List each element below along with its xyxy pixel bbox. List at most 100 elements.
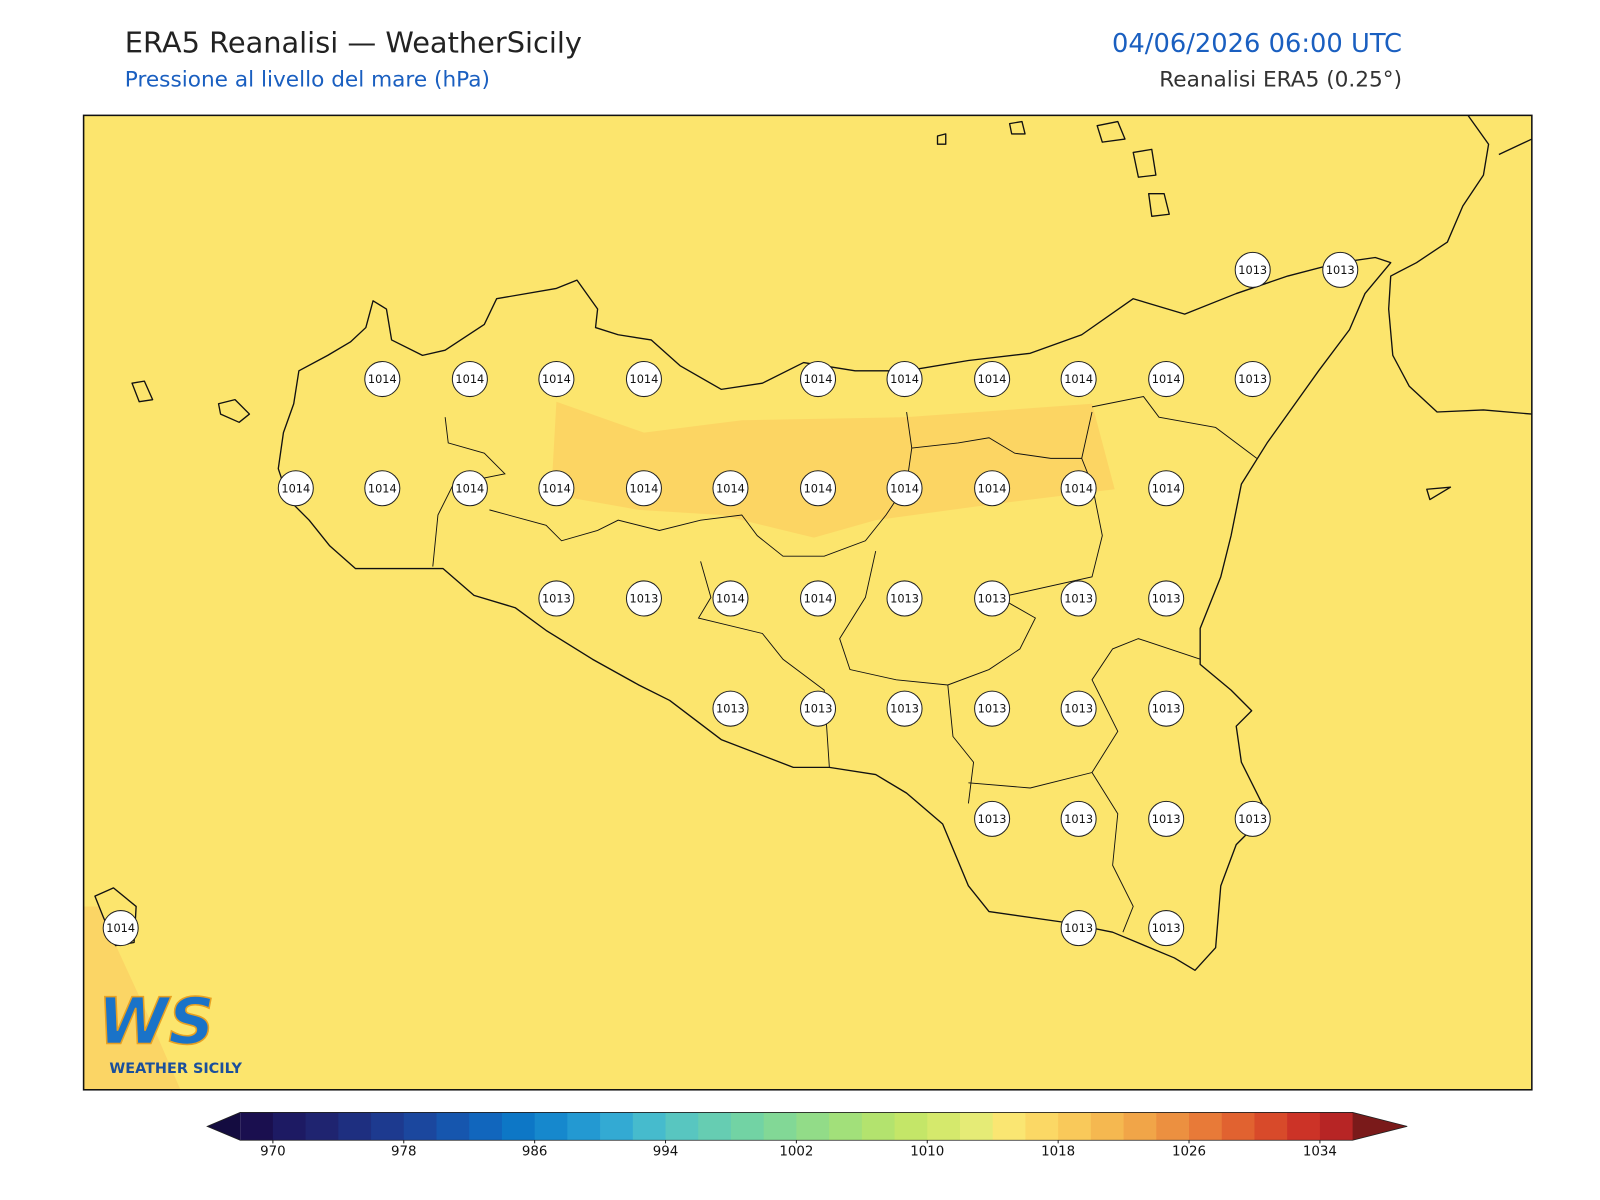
colorbar-swatch [1221, 1112, 1255, 1141]
pressure-label: 1013 [1064, 702, 1093, 716]
station-marker [974, 690, 1011, 727]
station-marker [1234, 800, 1271, 837]
subtitle: Pressione al livello del mare (hPa) [125, 67, 490, 92]
colorbar-swatch [371, 1112, 405, 1141]
province-border [1091, 772, 1134, 933]
pressure-label: 1013 [1238, 263, 1267, 277]
colorbar-swatch [1254, 1112, 1288, 1141]
pressure-label: 1014 [542, 481, 571, 495]
station-marker [538, 580, 575, 617]
station-marker [799, 690, 837, 727]
colorbar-swatch [861, 1112, 896, 1141]
colorbar-swatch [436, 1112, 470, 1141]
station-marker [1234, 251, 1271, 288]
pressure-label: 1013 [1152, 921, 1181, 935]
colorbar-swatch [469, 1112, 503, 1141]
pressure-label: 1013 [1152, 812, 1181, 826]
pressure-labels: 1013 1013 1014 1014 1014 1014 1014 1014 1014 1014… [102, 251, 1359, 947]
station-marker [538, 470, 575, 507]
colorbar-tick-label: 986 [522, 1145, 548, 1160]
station-marker [625, 361, 662, 398]
pressure-label: 1014 [804, 481, 833, 495]
colorbar-swatch [1090, 1112, 1125, 1141]
province-border [839, 411, 1103, 686]
pressure-label: 1013 [1326, 263, 1355, 277]
pressure-label: 1013 [1064, 921, 1093, 935]
station-marker [712, 580, 749, 617]
colorbar-extend-high [1352, 1112, 1408, 1141]
colorbar-swatch [600, 1112, 634, 1141]
station-marker [451, 361, 488, 398]
pressure-label: 1013 [978, 702, 1007, 716]
pressure-label: 1014 [106, 921, 135, 935]
colorbar-swatch [1189, 1112, 1223, 1141]
colorbar-tick-label: 970 [260, 1145, 286, 1160]
station-marker [1060, 910, 1097, 947]
colorbar-tick-label: 994 [653, 1145, 679, 1160]
pressure-label: 1014 [1152, 481, 1181, 495]
station-marker [364, 470, 401, 507]
pressure-label: 1013 [1064, 591, 1093, 605]
colorbar-swatch [829, 1112, 863, 1141]
colorbar-swatch [1156, 1112, 1190, 1141]
pressure-label: 1014 [978, 372, 1007, 386]
station-marker [974, 470, 1011, 507]
colorbar-swatch [698, 1112, 732, 1141]
pressure-label: 1013 [1064, 812, 1093, 826]
station-marker [625, 470, 662, 507]
colorbar-swatch [927, 1112, 961, 1141]
station-marker [538, 361, 575, 398]
station-marker [1148, 580, 1185, 617]
station-marker [974, 580, 1011, 617]
island [131, 380, 154, 403]
pressure-label: 1014 [368, 372, 397, 386]
station-marker [1148, 800, 1185, 837]
colorbar-swatch [240, 1112, 274, 1141]
colorbar-swatch [959, 1112, 994, 1141]
sicily-coast [277, 256, 1392, 971]
calabria-coast [1498, 138, 1533, 156]
pressure-label: 1013 [1152, 702, 1181, 716]
station-marker [1148, 361, 1185, 398]
station-marker [886, 361, 923, 398]
logo-text: WEATHER SICILY [109, 1061, 242, 1077]
island [1426, 486, 1452, 501]
station-marker [1060, 470, 1097, 507]
pressure-band [83, 906, 181, 1090]
station-marker [1234, 361, 1271, 398]
colorbar-extend-low [207, 1112, 241, 1141]
island [936, 133, 947, 145]
island [1008, 120, 1026, 135]
province-borders [432, 396, 1258, 933]
pressure-label: 1013 [978, 591, 1007, 605]
pressure-label: 1014 [368, 481, 397, 495]
pressure-label: 1014 [630, 372, 659, 386]
station-marker [799, 361, 837, 398]
pressure-label: 1014 [716, 591, 745, 605]
station-marker [886, 580, 923, 617]
station-marker [886, 470, 923, 507]
station-marker [1060, 690, 1097, 727]
colorbar-swatch [763, 1112, 797, 1141]
station-marker [974, 800, 1011, 837]
colorbar-swatch [1287, 1112, 1321, 1141]
station-marker [1148, 910, 1185, 947]
colorbar-swatch [894, 1112, 928, 1141]
logo: WS WEATHER SICILY [97, 985, 242, 1077]
station-marker [102, 910, 139, 947]
colorbar-swatch [632, 1112, 667, 1141]
colorbar-swatch [665, 1112, 699, 1141]
coastlines [94, 114, 1533, 971]
colorbar-tick-label: 1026 [1172, 1145, 1206, 1160]
pressure-label: 1014 [542, 372, 571, 386]
colorbar-swatch [501, 1112, 536, 1141]
colorbar-tick-label: 1002 [779, 1145, 813, 1160]
colorbar-swatch [992, 1112, 1026, 1141]
station-marker [799, 580, 837, 617]
island [1132, 148, 1157, 178]
station-marker [625, 580, 662, 617]
station-marker [712, 690, 749, 727]
island [1096, 120, 1126, 143]
